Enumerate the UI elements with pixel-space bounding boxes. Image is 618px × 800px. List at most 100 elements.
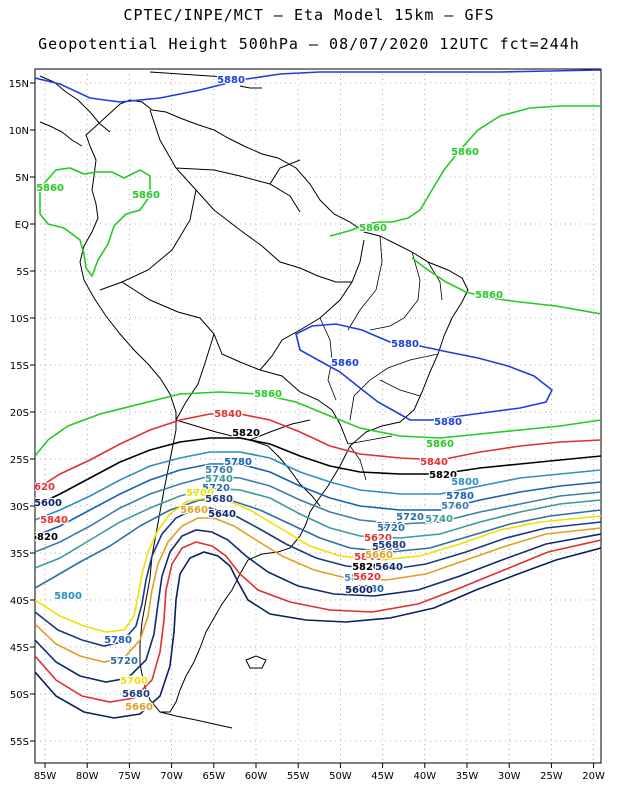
contour-label-5860: 5860 [359, 223, 387, 234]
contour-label-5680: 5680 [122, 689, 150, 700]
tierra-del-fuego-coastline [159, 711, 233, 729]
contour-label-5780: 5780 [104, 635, 132, 646]
contour-label-5860: 5860 [36, 183, 64, 194]
contour-5680 [35, 507, 601, 647]
contour-label-5820: 5820 [352, 562, 380, 573]
lat-label: 40S [10, 596, 29, 607]
lon-label: 50W [329, 771, 352, 782]
contour-label-5720: 5720 [396, 512, 424, 523]
contour-label-5760: 5760 [205, 465, 233, 476]
lat-label: EQ [15, 220, 29, 231]
contour-label-5600: 5600 [345, 585, 373, 596]
contour-5760 [35, 475, 601, 553]
lon-label: 80W [76, 771, 99, 782]
contour-label-5680: 5680 [378, 540, 406, 551]
contour-label-5740: 5740 [205, 474, 233, 485]
lat-label: 30S [10, 502, 29, 513]
contour-label-5640: 5640 [375, 562, 403, 573]
lon-label: 40W [413, 771, 436, 782]
contour-label-5800: 5800 [54, 591, 82, 602]
contour-label-5880: 5880 [434, 417, 462, 428]
lat-label: 25S [10, 455, 29, 466]
lat-label: 15S [10, 361, 29, 372]
contour-label-5840: 5840 [214, 409, 242, 420]
contour-label-5860: 5860 [426, 439, 454, 450]
contour-label-5800: 5800 [451, 477, 479, 488]
contour-label-5660: 5660 [125, 702, 153, 713]
lon-label: 20W [582, 771, 605, 782]
lat-label: 10N [9, 126, 29, 137]
contour-5620 [35, 539, 601, 703]
contour-label-5620: 5620 [353, 572, 381, 583]
lon-label: 25W [540, 771, 563, 782]
contour-5860-amazon [39, 167, 151, 278]
contour-label-5740: 5740 [425, 514, 453, 525]
contour-5700 [35, 497, 601, 633]
contour-5840 [35, 413, 601, 491]
contour-label-5860: 5860 [132, 190, 160, 201]
contour-label-5600: 5600 [34, 498, 62, 509]
contour-label-5840: 5840 [40, 515, 68, 526]
contour-label-5840: 5840 [420, 457, 448, 468]
contour-lines [35, 69, 601, 719]
contour-label-5640: 5640 [376, 521, 404, 532]
lat-label: 15N [9, 79, 29, 90]
contour-label-5860: 5860 [475, 290, 503, 301]
contour-5740 [35, 487, 601, 569]
contour-label-5860: 5860 [331, 358, 359, 369]
lon-label: 75W [118, 771, 141, 782]
graticule [35, 69, 601, 763]
contour-5860-south [35, 391, 601, 457]
contour-label-5820: 5820 [30, 532, 58, 543]
contour-label-5680: 5680 [205, 494, 233, 505]
contour-label-5660: 5660 [365, 550, 393, 561]
contour-label-5780: 5780 [356, 584, 384, 595]
contour-label-5880: 5880 [391, 339, 419, 350]
south-america-coastline [79, 99, 469, 713]
contour-5720 [35, 499, 601, 589]
lon-label: 60W [245, 771, 268, 782]
contour-5860-east [329, 105, 601, 237]
map-title-line-1: CPTEC/INPE/MCT – Eta Model 15km – GFS [123, 6, 495, 24]
contour-label-5820: 5820 [232, 428, 260, 439]
contour-label-5880: 5880 [217, 75, 245, 86]
axis-ticks: 85W 80W 75W 70W 65W 60W 55W 50W 45W 40W 35W 30W 25W 2… [9, 79, 605, 782]
lat-label: 10S [10, 314, 29, 325]
contour-label-5860: 5860 [254, 389, 282, 400]
lat-label: 45S [10, 643, 29, 654]
contour-5640 [35, 529, 601, 683]
lat-label: 35S [10, 549, 29, 560]
brazil-state-borders [319, 235, 443, 481]
map-title-line-2: Geopotential Height 500hPa – 08/07/2020 … [38, 35, 580, 53]
contour-5880-north [35, 69, 601, 103]
lon-label: 35W [456, 771, 479, 782]
contour-label-5860: 5860 [451, 147, 479, 158]
contour-label-5620: 5620 [364, 533, 392, 544]
contour-label-5700: 5700 [120, 676, 148, 687]
contour-label-5660: 5660 [180, 505, 208, 516]
lat-label: 50S [10, 690, 29, 701]
contour-labels: 5880 5860 5860 5860 5860 5860 5880 5860 5880 5860… [30, 74, 504, 715]
contour-label-5760: 5760 [441, 501, 469, 512]
contour-label-5700: 5700 [186, 488, 214, 499]
lon-label: 85W [34, 771, 57, 782]
lon-label: 30W [498, 771, 521, 782]
contour-5660 [35, 517, 601, 663]
lon-label: 65W [202, 771, 225, 782]
contour-label-5780: 5780 [224, 457, 252, 468]
caribbean-coastline [149, 71, 262, 89]
contour-label-5820: 5820 [429, 470, 457, 481]
contour-label-5720: 5720 [202, 483, 230, 494]
lat-label: 20S [10, 408, 29, 419]
contour-label-5720: 5720 [110, 656, 138, 667]
contour-label-5840: 5840 [354, 552, 382, 563]
contour-5820 [35, 437, 601, 507]
contour-label-5780: 5780 [446, 491, 474, 502]
lat-label: 55S [10, 737, 29, 748]
lon-label: 45W [371, 771, 394, 782]
contour-label-5600: 5600 [372, 542, 400, 553]
falklands-coastline [245, 655, 267, 669]
contour-5860-northeast [411, 257, 601, 315]
contour-5880-brazil [295, 323, 554, 421]
